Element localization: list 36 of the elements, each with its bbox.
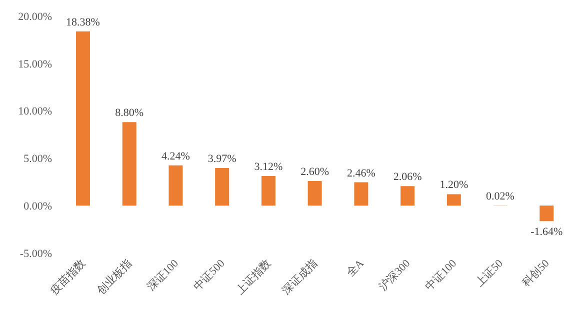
data-label: 8.80% bbox=[115, 107, 144, 120]
x-tick-label: 上证50 bbox=[472, 256, 506, 290]
x-tick-label: 创业板指 bbox=[94, 256, 134, 298]
y-tick-label: 20.00% bbox=[18, 10, 52, 23]
bar bbox=[540, 206, 554, 222]
y-tick-label: 15.00% bbox=[18, 58, 52, 70]
bar bbox=[261, 176, 276, 206]
bar bbox=[122, 122, 136, 206]
data-label: 1.20% bbox=[440, 179, 468, 192]
data-label: 18.38% bbox=[66, 16, 100, 28]
data-label: 2.60% bbox=[300, 166, 330, 178]
data-label: -1.64% bbox=[530, 226, 563, 238]
data-label: 3.12% bbox=[254, 161, 283, 174]
data-label: 0.02% bbox=[486, 190, 514, 202]
data-label: 2.06% bbox=[393, 171, 422, 184]
x-tick-label: 上证指数 bbox=[233, 256, 274, 298]
y-tick-label: 10.00% bbox=[18, 106, 52, 118]
bar bbox=[354, 182, 368, 206]
y-tick-label: 5.00% bbox=[24, 153, 52, 166]
bar bbox=[400, 186, 415, 206]
x-tick-label: 科创50 bbox=[520, 257, 552, 290]
y-tick-label: 0.00% bbox=[24, 200, 52, 213]
x-tick-label: 全A bbox=[344, 257, 366, 280]
data-label: 2.46% bbox=[346, 167, 376, 180]
bar bbox=[168, 165, 183, 206]
data-label: 4.24% bbox=[162, 150, 190, 162]
data-label: 3.97% bbox=[208, 152, 236, 165]
bar bbox=[446, 194, 461, 206]
x-tick-label: 中证500 bbox=[190, 256, 228, 294]
x-tick-label: 中证100 bbox=[422, 256, 460, 294]
x-tick-label: 沪深300 bbox=[376, 256, 414, 294]
bar bbox=[308, 180, 322, 206]
x-tick-label: 深证100 bbox=[145, 257, 182, 294]
bar bbox=[215, 168, 230, 206]
bar bbox=[76, 31, 90, 206]
x-tick-label: 深证成指 bbox=[280, 256, 320, 298]
